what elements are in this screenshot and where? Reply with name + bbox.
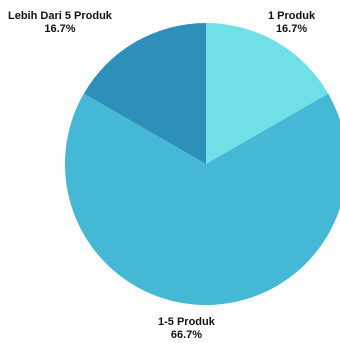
- pie-slice-1-5-produk: [65, 93, 340, 306]
- slice-label-1-produk: 1 Produk 16.7%: [268, 10, 315, 36]
- slice-label-lebih-dari-5-produk: Lebih Dari 5 Produk 16.7%: [8, 10, 112, 36]
- slice-label-lebih-dari-5-produk-percent: 16.7%: [44, 23, 76, 35]
- pie-slice-lebih-dari-5-produk: [83, 23, 206, 164]
- slice-label-1-5-produk-percent: 66.7%: [170, 329, 203, 341]
- slice-label-1-5-produk: 1-5 Produk 66.7%: [158, 316, 215, 342]
- slice-label-1-produk-percent: 16.7%: [275, 23, 308, 35]
- slice-label-1-produk-name: 1 Produk: [268, 10, 316, 22]
- slice-label-lebih-dari-5-produk-name: Lebih Dari 5 Produk: [8, 10, 112, 22]
- slice-label-1-5-produk-name: 1-5 Produk: [158, 316, 215, 328]
- pie-slice-1-produk: [206, 23, 329, 164]
